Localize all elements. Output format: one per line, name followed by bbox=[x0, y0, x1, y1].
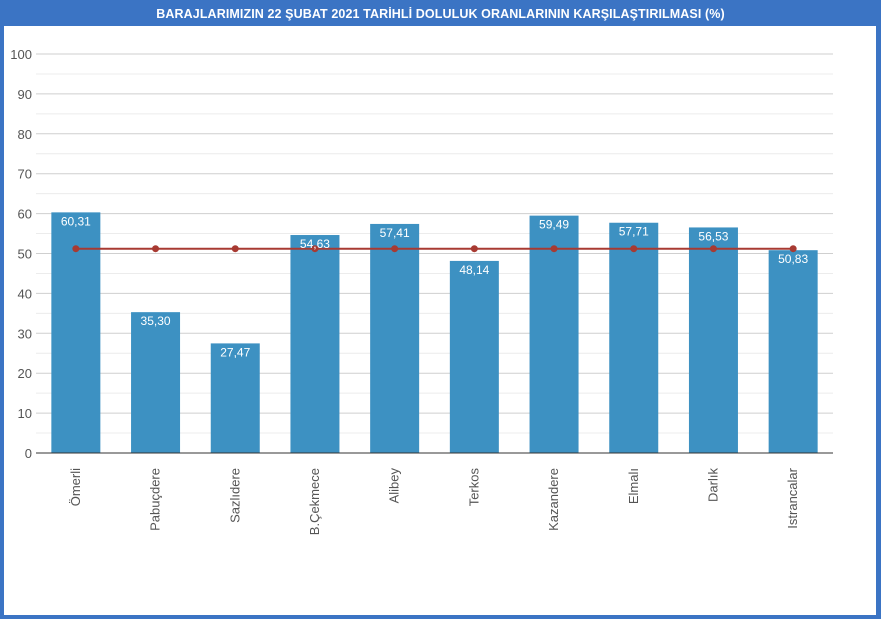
data-label: 60,31 bbox=[61, 214, 91, 228]
average-line bbox=[72, 245, 797, 253]
data-label: 54,63 bbox=[300, 237, 330, 251]
x-tick-label: B.Çekmece bbox=[307, 468, 322, 535]
bars bbox=[51, 212, 818, 453]
bar bbox=[290, 235, 340, 453]
x-tick-label: Alibey bbox=[387, 468, 402, 504]
bar bbox=[609, 222, 659, 453]
data-label: 57,41 bbox=[380, 226, 410, 240]
data-label: 50,83 bbox=[778, 252, 808, 266]
y-tick-label: 30 bbox=[18, 326, 32, 341]
line-point bbox=[709, 245, 717, 253]
line-point bbox=[231, 245, 239, 253]
y-tick-label: 70 bbox=[18, 167, 32, 182]
data-label: 35,30 bbox=[141, 314, 171, 328]
x-tick-label: Istrancalar bbox=[785, 467, 800, 528]
y-tick-label: 20 bbox=[18, 366, 32, 381]
line-point bbox=[152, 245, 160, 253]
line-point bbox=[470, 245, 478, 253]
bar bbox=[688, 227, 738, 453]
y-tick-label: 10 bbox=[18, 406, 32, 421]
data-label: 56,53 bbox=[698, 229, 728, 243]
bar bbox=[370, 223, 420, 453]
bar bbox=[51, 212, 101, 453]
x-tick-label: Sazlıdere bbox=[227, 468, 242, 523]
y-axis-ticks: 0 10 20 30 40 50 60 70 80 90 100 bbox=[10, 47, 32, 461]
data-label: 59,49 bbox=[539, 218, 569, 232]
bar-chart: 0 10 20 30 40 50 60 70 80 90 100 60,31 35,30 27,47 54… bbox=[10, 47, 833, 535]
x-tick-label: Pabuçdere bbox=[148, 468, 163, 531]
x-tick-label: Kazandere bbox=[546, 468, 561, 531]
x-tick-label: Ömerli bbox=[68, 468, 83, 506]
line-point bbox=[311, 245, 319, 253]
x-axis-ticks: Ömerli Pabuçdere Sazlıdere B.Çekmece Alibey T… bbox=[68, 467, 800, 535]
line-point bbox=[789, 245, 797, 253]
data-label: 27,47 bbox=[220, 345, 250, 359]
chart-panel: 0 10 20 30 40 50 60 70 80 90 100 60,31 35,30 27,47 54… bbox=[4, 26, 876, 615]
line-point bbox=[72, 245, 80, 253]
x-tick-label: Elmalı bbox=[626, 468, 641, 504]
y-tick-label: 0 bbox=[25, 446, 32, 461]
y-tick-label: 90 bbox=[18, 87, 32, 102]
bar bbox=[449, 260, 499, 453]
y-tick-label: 60 bbox=[18, 207, 32, 222]
bar bbox=[529, 215, 579, 453]
y-tick-label: 80 bbox=[18, 127, 32, 142]
data-label: 48,14 bbox=[459, 263, 489, 277]
y-tick-label: 100 bbox=[10, 47, 32, 62]
bar bbox=[210, 343, 260, 453]
line-point bbox=[391, 245, 399, 253]
y-tick-label: 50 bbox=[18, 247, 32, 262]
data-label: 57,71 bbox=[619, 225, 649, 239]
line-point bbox=[630, 245, 638, 253]
y-tick-label: 40 bbox=[18, 286, 32, 301]
bar bbox=[131, 312, 181, 453]
x-tick-label: Terkos bbox=[466, 468, 481, 507]
chart-title: BARAJLARIMIZIN 22 ŞUBAT 2021 TARİHLİ DOL… bbox=[156, 7, 725, 21]
data-labels: 60,31 35,30 27,47 54,63 57,41 48,14 59,49 57,71… bbox=[61, 214, 809, 359]
line-point bbox=[550, 245, 558, 253]
bar bbox=[768, 250, 818, 453]
x-tick-label: Darlık bbox=[705, 468, 720, 502]
